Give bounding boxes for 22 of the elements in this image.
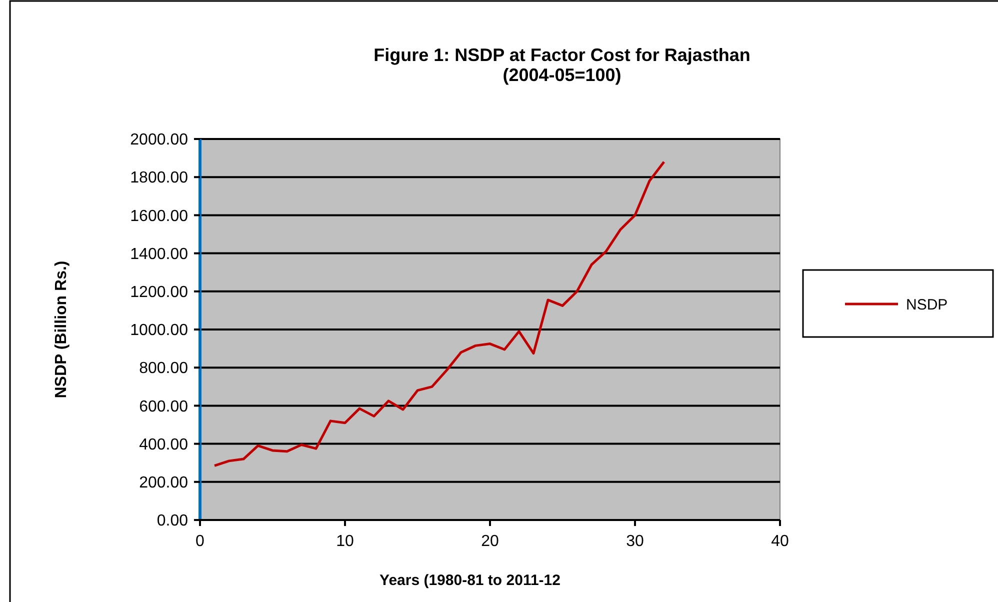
x-tick-label: 20 (481, 533, 499, 550)
chart-subtitle: (2004-05=100) (502, 65, 622, 85)
y-tick-label: 1000.00 (130, 322, 188, 340)
x-tick-label: 30 (626, 533, 644, 550)
y-tick-label: 400.00 (139, 436, 188, 454)
line-series (213, 160, 666, 467)
y-tick-label: 200.00 (139, 474, 188, 492)
y-tick-label: 0.00 (156, 512, 188, 530)
chart-title: Figure 1: NSDP at Factor Cost for Rajasthan (374, 45, 750, 65)
y-tick-label: 800.00 (139, 360, 188, 378)
y-tick-label: 1400.00 (130, 246, 188, 263)
y-tick-label: 1600.00 (130, 208, 188, 225)
x-tick-label: 0 (196, 533, 205, 550)
x-axis-title: Years (1980-81 to 2011-12 (380, 572, 560, 589)
x-tick-label: 10 (336, 533, 354, 550)
y-axis-title: NSDP (Billion Rs.) (53, 260, 70, 398)
x-tick-label: 40 (771, 533, 789, 550)
legend-label: NSDP (906, 296, 948, 314)
y-tick-label: 2000.00 (130, 132, 188, 149)
y-tick-label: 600.00 (139, 398, 188, 416)
y-tick-label: 1200.00 (130, 284, 188, 301)
y-tick-label: 1800.00 (130, 170, 188, 187)
